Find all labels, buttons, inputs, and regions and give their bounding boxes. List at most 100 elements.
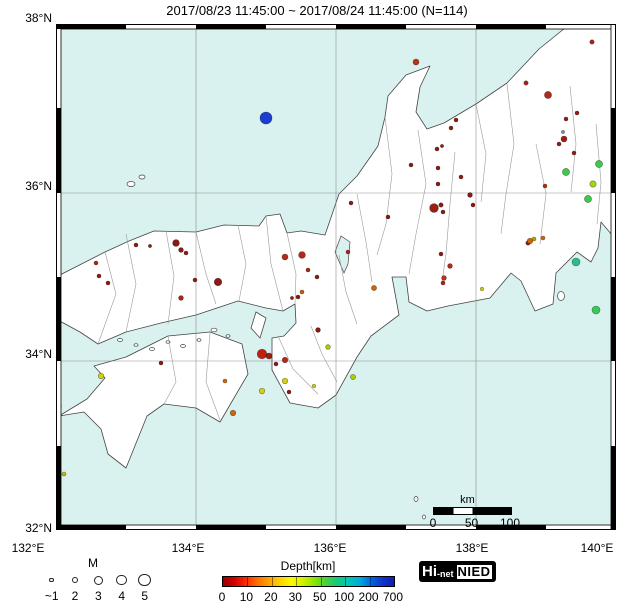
earthquake-dot [531, 236, 537, 242]
magnitude-legend: M ~1 2 3 4 5 [20, 556, 160, 605]
earthquake-dot [562, 168, 570, 176]
depth-colorbar-notch [296, 577, 298, 586]
earthquake-dot [178, 247, 184, 253]
earthquake-dot [286, 389, 292, 395]
earthquake-dot [229, 409, 237, 417]
depth-colorbar-notch [369, 577, 371, 586]
depth-colorbar [222, 576, 395, 587]
earthquake-dot [213, 277, 223, 287]
earthquake-dot [584, 195, 592, 203]
island-awaji [250, 311, 267, 339]
magnitude-legend-circle [116, 574, 127, 586]
lat-label: 32°N [25, 521, 52, 535]
lake-biwa [334, 235, 351, 274]
earthquake-dot [544, 91, 552, 99]
earthquake-dot [305, 267, 311, 273]
earthquake-dot [172, 239, 180, 247]
earthquake-dot [311, 383, 317, 389]
earthquake-dot [281, 253, 289, 261]
earthquake-dot [314, 274, 320, 280]
earthquake-dot [93, 260, 99, 266]
scalebar-tick-label: 100 [499, 516, 521, 530]
lon-label: 134°E [171, 541, 205, 555]
magnitude-legend-label: 4 [118, 589, 126, 603]
earthquake-dot [348, 200, 354, 206]
earthquake-dot [429, 203, 439, 213]
earthquake-dot [256, 348, 268, 360]
earthquake-dot [595, 160, 603, 168]
magnitude-legend-circle [71, 576, 79, 584]
depth-tick-label: 100 [334, 590, 355, 604]
scalebar [433, 507, 512, 515]
magnitude-legend-circle [138, 573, 151, 587]
earthquake-dot [192, 277, 198, 283]
depth-legend-title: Depth[km] [280, 559, 336, 573]
earthquake-dot [571, 150, 577, 156]
map-svg [54, 23, 617, 531]
earthquake-dot [345, 249, 351, 255]
earthquake-dot [571, 257, 581, 267]
earthquake-dot [133, 242, 139, 248]
earthquake-dot [447, 263, 453, 269]
earthquake-dot [105, 280, 111, 286]
magnitude-legend-label: ~1 [44, 589, 59, 603]
earthquake-dot [222, 378, 228, 384]
earthquake-dot [97, 372, 105, 380]
earthquake-dot [298, 251, 306, 259]
earthquake-dot [453, 117, 459, 123]
earthquake-dot [441, 275, 447, 281]
earthquake-dot [438, 251, 444, 257]
depth-tick-label: 10 [239, 590, 254, 604]
earthquake-dot [440, 209, 446, 215]
earthquake-dot [556, 141, 562, 147]
earthquake-dot [371, 285, 377, 291]
earthquake-dot [265, 352, 273, 360]
earthquake-dot [315, 327, 321, 333]
earthquake-dot [350, 374, 356, 380]
depth-colorbar-notch [247, 577, 249, 586]
earthquake-dot [479, 286, 485, 292]
earthquake-dot [591, 305, 601, 315]
depth-tick-label: 50 [313, 590, 327, 604]
depth-tick-label: 200 [358, 590, 379, 604]
coastline-shikoku [58, 331, 249, 469]
earthquake-dot [563, 116, 569, 122]
earthquake-dot [574, 110, 580, 116]
earthquake-dot [61, 471, 67, 477]
earthquake-dot [589, 39, 595, 45]
depth-colorbar-notch [271, 577, 273, 586]
earthquake-dot [448, 125, 454, 131]
earthquake-dot [589, 180, 597, 188]
lon-label: 132°E [11, 541, 45, 555]
earthquake-dot [408, 162, 414, 168]
magnitude-legend-label: 2 [71, 589, 79, 603]
earthquake-dot [440, 280, 446, 286]
earthquake-dot [259, 111, 273, 125]
scalebar-tick-label: 0 [429, 516, 437, 530]
earthquake-dot [281, 377, 289, 385]
hinet-nied-logo: Hi -net NIED [419, 561, 496, 582]
earthquake-dot [96, 273, 102, 279]
earthquake-dot [148, 244, 152, 248]
earthquake-dot [561, 130, 565, 134]
hinet-logo-text: Hi [422, 563, 437, 580]
depth-tick-label: 0 [218, 590, 226, 604]
page-title: 2017/08/23 11:45:00 ~ 2017/08/24 11:45:0… [166, 3, 468, 18]
depth-tick-label: 20 [264, 590, 278, 604]
depth-tick-label: 30 [288, 590, 302, 604]
earthquake-dot [526, 237, 534, 245]
nied-logo-text: NIED [455, 563, 493, 580]
lat-label: 36°N [25, 179, 52, 193]
earthquake-dot [435, 181, 441, 187]
earthquake-dot [258, 387, 266, 395]
small-islands [117, 174, 565, 520]
lat-label: 38°N [25, 11, 52, 25]
earthquake-dot [290, 296, 294, 300]
scalebar-tick-label: 50 [464, 516, 479, 530]
earthquake-dot [560, 135, 568, 143]
magnitude-legend-label: 3 [94, 589, 102, 603]
earthquake-dot [385, 214, 391, 220]
scalebar-unit-label: km [460, 494, 475, 506]
depth-tick-label: 700 [382, 590, 404, 604]
